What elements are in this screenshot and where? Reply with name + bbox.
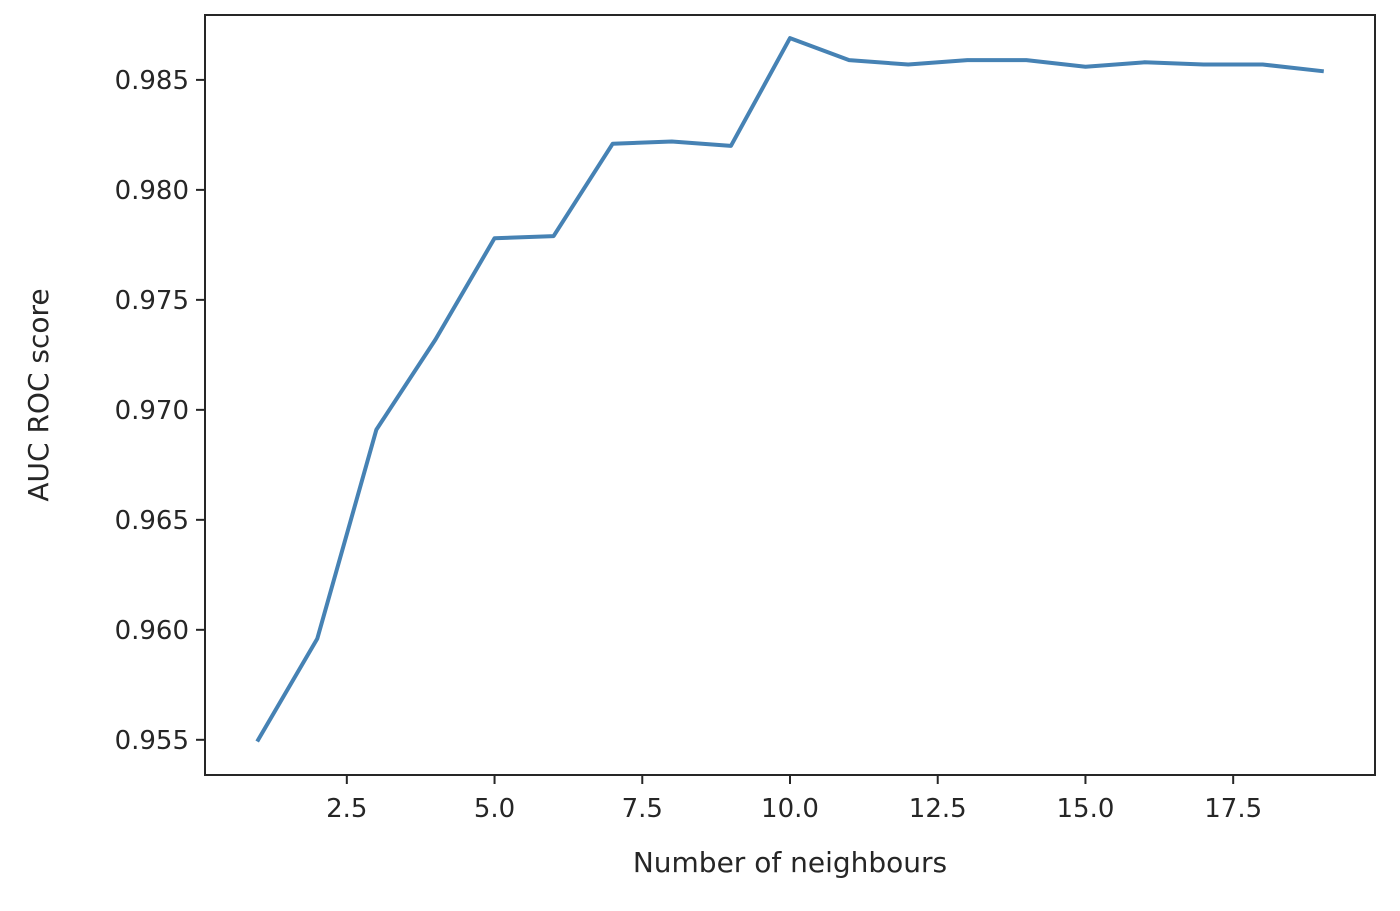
x-tick-label: 15.0 bbox=[1057, 794, 1115, 824]
series-layer bbox=[255, 36, 1325, 743]
y-tick-label: 0.965 bbox=[115, 506, 189, 536]
y-axis-ticks: 0.955 0.960 0.965 0.970 0.975 0.980 0.985 bbox=[115, 66, 205, 756]
x-tick-label: 17.5 bbox=[1204, 794, 1262, 824]
x-axis-label: Number of neighbours bbox=[633, 846, 947, 879]
y-tick-label: 0.960 bbox=[115, 616, 189, 646]
x-axis-ticks: 2.5 5.0 7.5 10.0 12.5 15.0 17.5 bbox=[326, 775, 1262, 824]
x-tick-label: 12.5 bbox=[909, 794, 967, 824]
axes-frame bbox=[204, 14, 1376, 776]
series-line bbox=[255, 36, 1325, 743]
x-tick-label: 5.0 bbox=[474, 794, 515, 824]
y-tick-label: 0.975 bbox=[115, 286, 189, 316]
y-tick-label: 0.955 bbox=[115, 726, 189, 756]
y-tick-label: 0.970 bbox=[115, 396, 189, 426]
x-tick-label: 7.5 bbox=[622, 794, 663, 824]
y-tick-label: 0.985 bbox=[115, 66, 189, 96]
x-tick-label: 10.0 bbox=[761, 794, 819, 824]
x-tick-label: 2.5 bbox=[326, 794, 367, 824]
y-axis-label: AUC ROC score bbox=[22, 288, 55, 501]
y-tick-label: 0.980 bbox=[115, 176, 189, 206]
